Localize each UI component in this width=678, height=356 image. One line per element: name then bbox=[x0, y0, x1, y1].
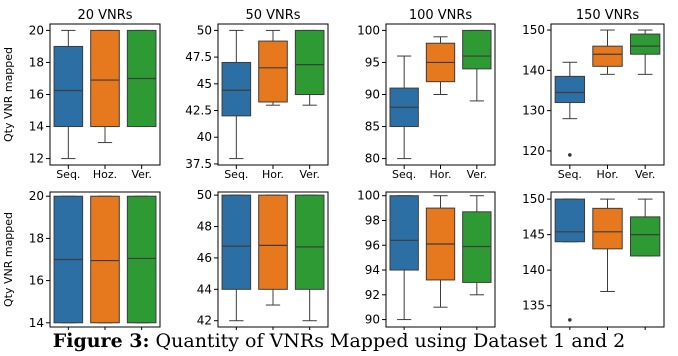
subplot-title: 150 VNRs bbox=[576, 8, 640, 23]
box-seq bbox=[221, 61, 252, 117]
y-tick-label: 18 bbox=[29, 231, 44, 245]
box-ver bbox=[126, 195, 157, 324]
box-hor bbox=[90, 29, 120, 128]
y-tick-label: 100 bbox=[357, 23, 380, 37]
outlier-point bbox=[568, 153, 572, 157]
x-tick-label: Hor. bbox=[262, 168, 284, 181]
box-seq bbox=[53, 45, 84, 128]
subplot-1: 12 14 16 18 20 Seq. Hoz. Ver. 20 VNRs Qty VNR map… bbox=[2, 8, 161, 181]
box-ver bbox=[629, 216, 661, 257]
y-tick-label: 150 bbox=[522, 192, 545, 206]
y-tick-label: 16 bbox=[29, 88, 44, 102]
y-tick-label: 40 bbox=[197, 130, 212, 144]
x-tick-label: Hor. bbox=[596, 168, 618, 181]
subplot-title: 20 VNRs bbox=[77, 8, 132, 23]
box-seq bbox=[554, 75, 586, 104]
x-tick-label: Seq. bbox=[224, 168, 248, 181]
y-axis-label: Qty VNR mapped bbox=[2, 47, 15, 142]
axes-frame bbox=[217, 23, 329, 166]
y-tick-label: 140 bbox=[522, 263, 545, 277]
y-axis-label: Qty VNR mapped bbox=[2, 212, 15, 307]
box-seq bbox=[221, 194, 252, 290]
axes-frame bbox=[550, 23, 665, 166]
box-ver bbox=[294, 194, 325, 290]
x-tick-label: Ver. bbox=[299, 168, 319, 181]
subplot-8: 135140145150Seq.Hor.Ver. bbox=[522, 191, 665, 330]
y-tick-label: 44 bbox=[197, 282, 212, 296]
subplot-6: 4244464850Seq.Hor.Ver. bbox=[197, 188, 329, 330]
y-tick-label: 48 bbox=[197, 220, 212, 234]
y-tick-label: 37.5 bbox=[185, 157, 212, 171]
y-tick-label: 20 bbox=[29, 189, 44, 203]
subplot-7: 9092949698100Seq.Hor.Ver. bbox=[357, 189, 496, 330]
figure-caption-label: Figure 3: bbox=[52, 330, 150, 352]
axes-frame bbox=[49, 23, 161, 166]
y-tick-label: 85 bbox=[365, 120, 380, 134]
box-seq bbox=[554, 198, 586, 243]
subplot-title: 50 VNRs bbox=[245, 8, 300, 23]
y-tick-label: 98 bbox=[365, 213, 380, 227]
x-tick-label: Hor. bbox=[429, 168, 451, 181]
axes-frame bbox=[385, 191, 496, 328]
subplot-3: 80 85 90 95 100 Seq. Hor. Ver. 100 VNRs bbox=[357, 8, 496, 181]
box-ver bbox=[462, 29, 492, 70]
x-tick-label: Seq. bbox=[392, 168, 416, 181]
box-hor bbox=[258, 194, 288, 290]
subplot-2: 37.5 40 42.5 45 47.5 50 Seq. Hor. Ver. 50 VNRs bbox=[185, 8, 329, 181]
x-tick-label: Hoz. bbox=[93, 168, 117, 181]
box-ver bbox=[294, 29, 325, 96]
subplot-title: 100 VNRs bbox=[409, 8, 473, 23]
box-hor bbox=[592, 207, 623, 250]
y-tick-label: 120 bbox=[522, 144, 545, 158]
x-tick-label: Ver. bbox=[131, 168, 151, 181]
box-plot-figure: 12 14 16 18 20 Seq. Hoz. Ver. 20 VNRs Qty VNR map… bbox=[2, 8, 665, 330]
y-tick-label: 50 bbox=[197, 23, 212, 37]
y-tick-label: 90 bbox=[365, 88, 380, 102]
y-tick-label: 150 bbox=[522, 23, 545, 37]
y-tick-label: 12 bbox=[29, 152, 44, 166]
x-tick-label: Ver. bbox=[467, 168, 487, 181]
box-seq bbox=[389, 195, 419, 271]
y-tick-label: 96 bbox=[365, 238, 380, 252]
box-ver bbox=[462, 211, 492, 283]
y-tick-label: 95 bbox=[365, 55, 380, 69]
y-tick-label: 80 bbox=[365, 152, 380, 166]
figure-caption-text: Quantity of VNRs Mapped using Dataset 1 … bbox=[149, 330, 626, 352]
box-hor bbox=[592, 45, 623, 67]
axes-frame bbox=[49, 191, 161, 328]
y-tick-label: 90 bbox=[365, 313, 380, 327]
y-tick-label: 130 bbox=[522, 104, 545, 118]
axes-frame bbox=[550, 191, 665, 328]
y-tick-label: 42 bbox=[197, 314, 212, 328]
axes-frame bbox=[385, 23, 496, 166]
y-tick-label: 145 bbox=[522, 228, 545, 242]
figure-caption: Figure 3: Quantity of VNRs Mapped using … bbox=[0, 330, 678, 352]
y-tick-label: 14 bbox=[29, 120, 44, 134]
box-ver bbox=[629, 33, 661, 55]
y-tick-label: 92 bbox=[365, 288, 380, 302]
box-hor bbox=[90, 195, 120, 324]
x-tick-label: Seq. bbox=[56, 168, 80, 181]
y-tick-label: 140 bbox=[522, 63, 545, 77]
y-tick-label: 135 bbox=[522, 299, 545, 313]
axes-frame bbox=[217, 191, 329, 328]
y-tick-label: 100 bbox=[357, 189, 380, 203]
y-tick-label: 18 bbox=[29, 55, 44, 69]
subplot-4: 120 130 140 150 Seq. Hor. Ver. 150 VNRs bbox=[522, 8, 665, 181]
y-tick-label: 47.5 bbox=[185, 50, 212, 64]
y-tick-label: 20 bbox=[29, 23, 44, 37]
x-tick-label: Ver. bbox=[635, 168, 655, 181]
y-tick-label: 46 bbox=[197, 251, 212, 265]
y-tick-label: 45 bbox=[197, 77, 212, 91]
x-tick-label: Seq. bbox=[558, 168, 582, 181]
y-tick-label: 42.5 bbox=[185, 104, 212, 118]
y-tick-label: 16 bbox=[29, 274, 44, 288]
y-tick-label: 50 bbox=[197, 188, 212, 202]
y-tick-label: 14 bbox=[29, 316, 44, 330]
outlier-point bbox=[568, 318, 572, 322]
box-hor bbox=[258, 40, 288, 103]
y-tick-label: 94 bbox=[365, 263, 380, 277]
